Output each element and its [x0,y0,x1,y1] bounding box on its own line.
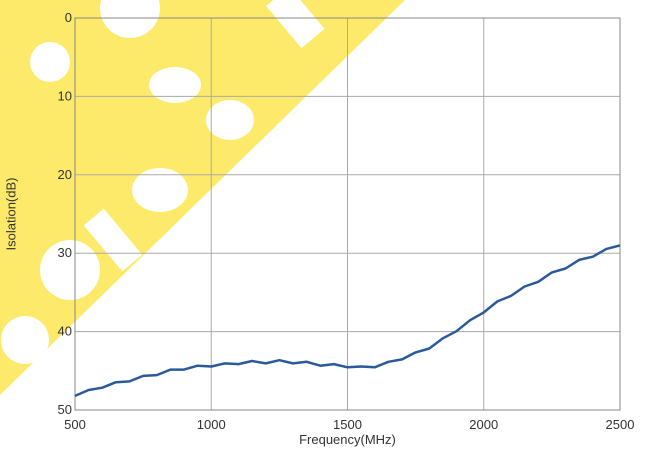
watermark-glyph [149,67,201,103]
x-tick-label: 2000 [469,417,498,432]
series-line-0 [74,244,621,398]
watermark-band [0,0,405,395]
y-tick-label: 30 [58,245,72,260]
y-tick-label: 50 [58,402,72,417]
y-tick-label: 40 [58,324,72,339]
x-tick-label: 1000 [197,417,226,432]
watermark-lettering [1,0,325,364]
plot-frame [74,17,621,411]
y-axis-label: Isolation(dB) [3,178,18,251]
x-tick-label: 500 [64,417,86,432]
x-tick-label: 2500 [606,417,635,432]
x-axis-label: Frequency(MHz) [299,432,396,447]
y-tick-label: 20 [58,167,72,182]
watermark [0,0,405,395]
watermark-glyph [30,42,70,82]
watermark-glyph [132,168,188,212]
watermark-glyph [83,208,143,272]
grid [75,18,620,410]
y-tick-label: 10 [58,88,72,103]
y-tick-label: 0 [65,10,72,25]
watermark-glyph [40,240,100,300]
x-tick-label: 1500 [333,417,362,432]
watermark-glyph [1,316,49,364]
watermark-glyph [266,0,325,49]
tick-labels: 500 1000 1500 2000 2500 0 10 20 30 40 50 [58,10,635,432]
watermark-glyph [206,100,254,140]
series-layer [74,244,621,398]
watermark-glyph [100,0,160,38]
